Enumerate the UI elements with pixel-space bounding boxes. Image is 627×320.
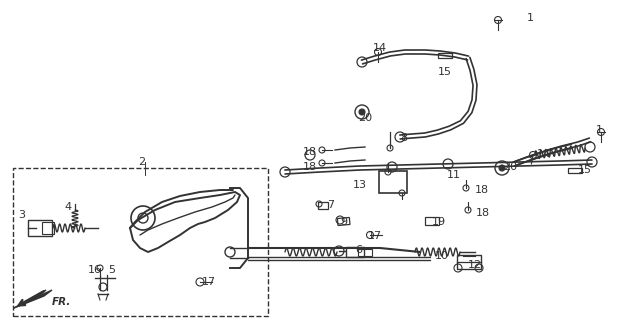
Circle shape <box>499 165 505 171</box>
Bar <box>457 255 481 269</box>
Text: 17: 17 <box>368 231 382 241</box>
Bar <box>425 217 439 225</box>
Bar <box>318 202 328 209</box>
Bar <box>28 220 52 236</box>
Bar <box>13 168 268 316</box>
Text: 14: 14 <box>373 43 387 53</box>
Text: 2: 2 <box>138 157 145 167</box>
Text: 5: 5 <box>108 265 115 275</box>
Text: 10: 10 <box>435 251 449 261</box>
Text: 19: 19 <box>432 217 446 227</box>
Text: 18: 18 <box>475 185 489 195</box>
Text: 18: 18 <box>303 162 317 172</box>
Bar <box>438 52 452 58</box>
Text: 20: 20 <box>503 162 517 172</box>
Polygon shape <box>14 290 46 308</box>
Polygon shape <box>14 290 52 308</box>
Text: 12: 12 <box>468 260 482 270</box>
Circle shape <box>359 109 365 115</box>
Text: 18: 18 <box>303 147 317 157</box>
Text: 1: 1 <box>596 125 603 135</box>
Bar <box>42 222 54 234</box>
Text: FR.: FR. <box>52 297 71 307</box>
Bar <box>337 218 350 226</box>
Text: 20: 20 <box>358 113 372 123</box>
Bar <box>346 247 364 257</box>
Text: 1: 1 <box>527 13 534 23</box>
Text: 15: 15 <box>578 165 592 175</box>
Bar <box>379 171 407 193</box>
Text: 18: 18 <box>476 208 490 218</box>
Bar <box>358 249 372 255</box>
Text: 13: 13 <box>353 180 367 190</box>
Text: 6: 6 <box>355 245 362 255</box>
Text: 3: 3 <box>18 210 25 220</box>
Text: 8: 8 <box>400 133 407 143</box>
Text: 15: 15 <box>438 67 452 77</box>
Text: 11: 11 <box>447 170 461 180</box>
Text: 17: 17 <box>202 277 216 287</box>
Text: 4: 4 <box>64 202 71 212</box>
Text: 7: 7 <box>327 200 334 210</box>
Bar <box>568 167 582 172</box>
Text: 16: 16 <box>88 265 102 275</box>
Text: 9: 9 <box>340 217 347 227</box>
Text: 14: 14 <box>537 149 551 159</box>
